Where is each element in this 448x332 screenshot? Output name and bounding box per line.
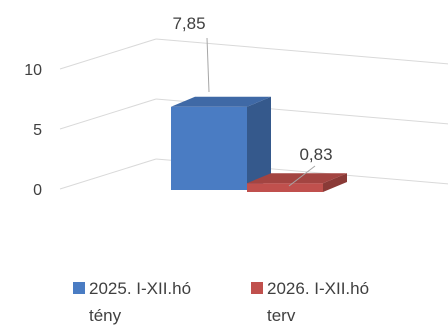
gridline-left bbox=[59, 158, 157, 190]
legend-swatch-1 bbox=[73, 282, 85, 294]
legend-swatch-2 bbox=[251, 282, 263, 294]
y-tick-label: 10 bbox=[24, 62, 42, 79]
legend-label-2: terv bbox=[267, 306, 296, 325]
legend-label-1: 2025. I-XII.hó bbox=[89, 279, 191, 298]
leader-line bbox=[206, 37, 210, 93]
gridline-left bbox=[59, 38, 157, 70]
gridline-left bbox=[59, 98, 157, 130]
data-label-1: 7,85 bbox=[172, 14, 205, 33]
bar-side-1 bbox=[247, 96, 271, 190]
bar-top-2 bbox=[247, 173, 347, 184]
y-tick-label: 5 bbox=[33, 122, 42, 139]
data-label-2: 0,83 bbox=[299, 145, 332, 164]
legend: 2025. I-XII.hó tény 2026. I-XII.hó terv bbox=[73, 279, 369, 325]
bar-top-1 bbox=[171, 96, 271, 107]
legend-label-2: 2026. I-XII.hó bbox=[267, 279, 369, 298]
bars bbox=[171, 96, 347, 192]
chart-title-fragment bbox=[178, 0, 196, 4]
y-tick-label: 0 bbox=[33, 182, 42, 199]
leader-line bbox=[288, 165, 316, 187]
bar-side-2 bbox=[323, 173, 347, 192]
legend-label-1: tény bbox=[89, 306, 122, 325]
bar-front-1 bbox=[171, 106, 247, 190]
gridline-back bbox=[155, 38, 448, 65]
bar-front-2 bbox=[247, 183, 323, 192]
data-labels: 7,85 0,83 bbox=[172, 14, 333, 187]
y-axis-ticks: 0 5 10 bbox=[24, 62, 42, 199]
